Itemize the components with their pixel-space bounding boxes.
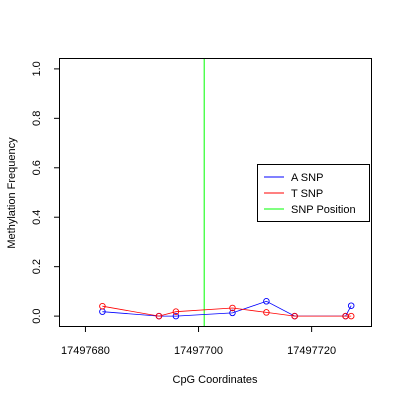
x-tick-label: 17497700	[174, 345, 223, 357]
x-axis: 17497680 17497700 17497720	[61, 326, 336, 357]
data-point-t-snp	[155, 312, 163, 320]
y-tick-label: 1.0	[31, 61, 43, 76]
data-point-t-snp	[263, 309, 270, 316]
data-point-a-snp	[172, 312, 180, 320]
data-point-t-snp	[172, 308, 180, 315]
y-tick-label: 0.8	[31, 111, 43, 126]
y-axis-title: Methylation Frequency	[6, 137, 18, 249]
legend-label-snp-position: SNP Position	[291, 204, 356, 216]
y-axis: 0.0 0.2 0.4 0.6 0.8 1.0	[31, 61, 60, 324]
x-axis-title: CpG Coordinates	[173, 374, 258, 386]
plot-area-frame	[59, 58, 372, 327]
data-point-t-snp	[99, 302, 106, 310]
legend-label-t-snp: T SNP	[291, 188, 323, 200]
legend: A SNP T SNP SNP Position	[257, 164, 370, 222]
data-point-t-snp	[291, 312, 298, 320]
x-tick-label: 17497680	[61, 345, 110, 357]
legend-label-a-snp: A SNP	[291, 172, 323, 184]
y-tick-label: 0.2	[31, 259, 43, 274]
y-tick-label: 0.0	[31, 308, 43, 323]
data-point-a-snp	[347, 302, 355, 309]
y-tick-label: 0.4	[31, 210, 43, 225]
x-tick-label: 17497720	[287, 345, 336, 357]
series-layer	[99, 298, 355, 320]
legend-box	[257, 164, 370, 222]
data-point-a-snp	[229, 309, 236, 317]
data-point-a-snp	[263, 298, 270, 305]
data-point-t-snp	[229, 304, 236, 312]
data-point-t-snp	[347, 312, 355, 320]
y-tick-label: 0.6	[31, 160, 43, 175]
